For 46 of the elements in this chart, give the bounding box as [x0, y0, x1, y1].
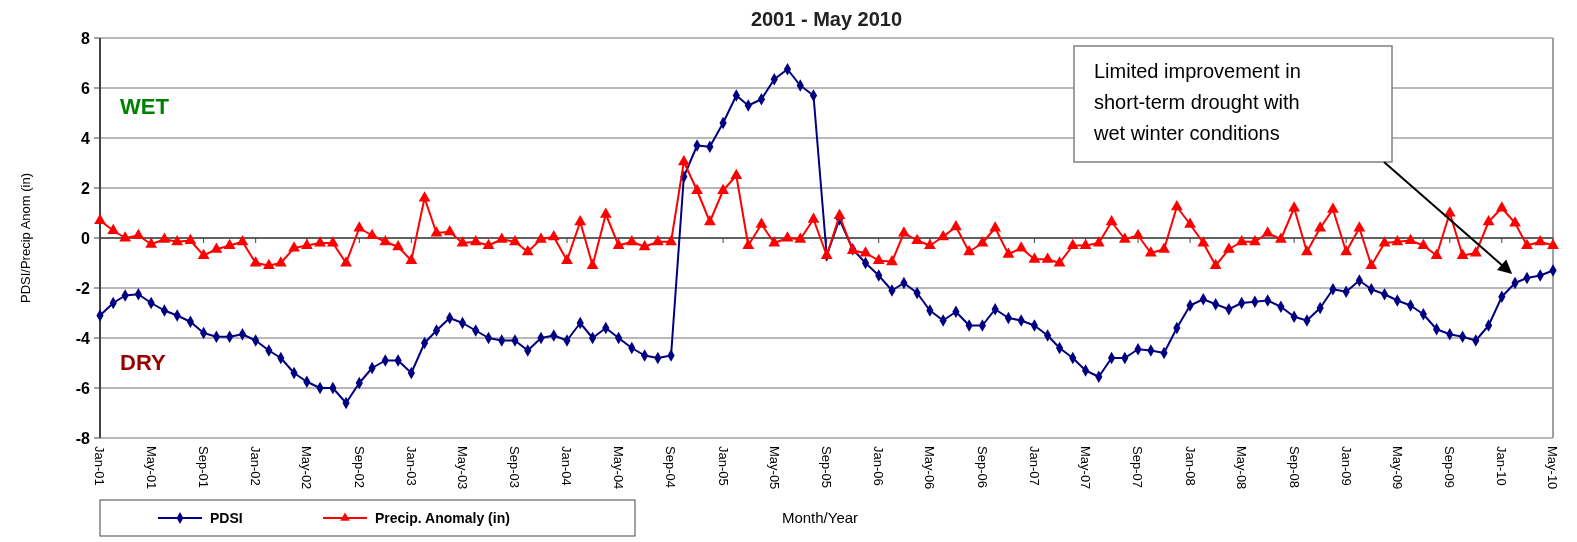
x-tick-label: Sep-02 — [351, 446, 367, 488]
annotation: WET — [120, 94, 170, 119]
legend-label: PDSI — [210, 509, 243, 526]
x-tick-label: Jan-10 — [1494, 446, 1510, 486]
chart-title: 2001 - May 2010 — [750, 8, 903, 30]
x-tick-label: Jan-08 — [1182, 446, 1198, 486]
y-tick-label: -6 — [75, 379, 91, 397]
y-tick-label: -2 — [75, 279, 91, 297]
x-tick-label: May-04 — [611, 446, 627, 490]
x-tick-label: Jan-04 — [559, 446, 575, 486]
x-tick-label: May-06 — [922, 446, 938, 490]
x-tick-label: May-10 — [1545, 446, 1561, 490]
x-tick-label: Sep-08 — [1286, 446, 1302, 488]
y-tick-label: -8 — [75, 429, 91, 447]
y-tick-label: 8 — [81, 29, 91, 47]
x-tick-label: Jan-01 — [92, 446, 108, 486]
x-tick-label: Sep-04 — [663, 446, 679, 488]
x-tick-label: Jan-07 — [1026, 446, 1042, 486]
y-tick-label: 0 — [81, 229, 91, 247]
x-tick-label: May-05 — [766, 446, 782, 490]
annotation: Limited improvement in short-term drought with wet winter conditions — [1093, 60, 1301, 144]
y-tick-label: 6 — [81, 79, 91, 97]
x-tick-label: May-01 — [143, 446, 159, 490]
x-tick-label: May-09 — [1389, 446, 1405, 490]
x-tick-label: Sep-09 — [1442, 446, 1458, 488]
x-axis-title: Month/Year — [781, 509, 859, 527]
annotation: DRY — [120, 350, 166, 375]
x-tick-label: May-07 — [1078, 446, 1094, 490]
y-tick-label: 2 — [81, 179, 91, 197]
x-tick-label: Jan-02 — [248, 446, 264, 486]
y-tick-label: -4 — [75, 329, 91, 347]
x-tick-label: Sep-05 — [819, 446, 835, 488]
x-tick-label: Sep-01 — [196, 446, 212, 488]
legend-label: Precip. Anomaly (in) — [375, 509, 510, 526]
x-tick-label: Jan-03 — [403, 446, 419, 486]
x-tick-label: Jan-06 — [871, 446, 887, 486]
x-tick-label: May-03 — [454, 446, 470, 490]
x-tick-label: Jan-05 — [715, 446, 731, 486]
x-tick-label: Sep-07 — [1130, 446, 1146, 488]
y-axis-title: PDSI/Precip Anom (in) — [18, 172, 33, 304]
x-tick-label: May-08 — [1234, 446, 1250, 490]
y-tick-label: 4 — [81, 129, 91, 147]
x-tick-label: Jan-09 — [1338, 446, 1354, 486]
x-tick-label: Sep-03 — [507, 446, 523, 488]
x-tick-label: May-02 — [299, 446, 315, 490]
x-tick-label: Sep-06 — [974, 446, 990, 488]
